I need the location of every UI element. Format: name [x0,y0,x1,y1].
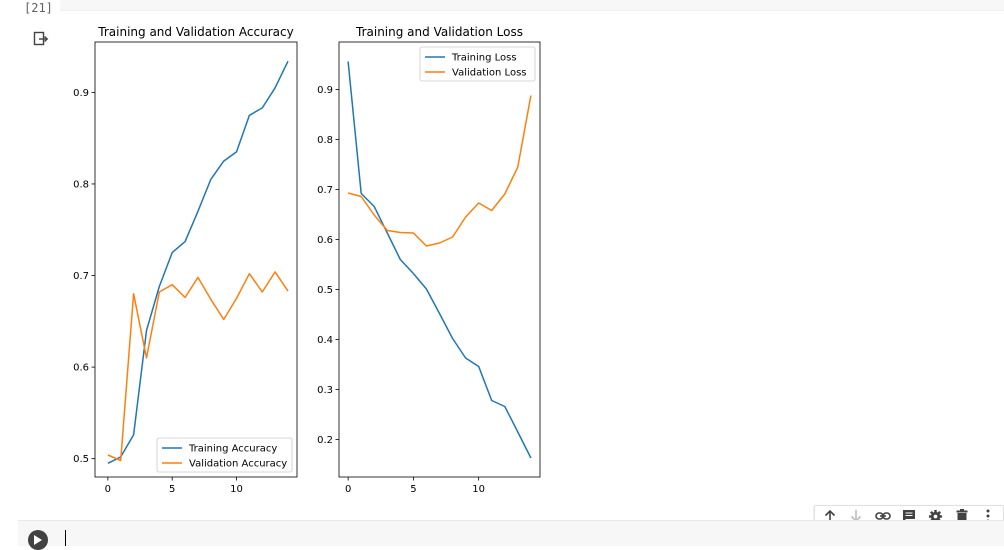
series-line-1 [107,271,289,462]
x-tick-label: 0 [105,484,111,495]
y-tick-label: 0.5 [317,285,333,296]
x-tick-label: 10 [472,484,485,495]
legend-label: Training Accuracy [188,444,277,455]
y-tick-label: 0.9 [73,88,89,99]
add-comment-button[interactable] [898,506,920,526]
plot-frame [94,41,298,478]
plot-frame [338,41,541,478]
comment-icon [902,510,915,522]
delete-cell-button[interactable] [951,506,973,526]
y-tick-label: 0.7 [73,271,89,282]
chart-title: Training and Validation Loss [355,25,523,39]
run-cell-button[interactable] [28,530,48,550]
legend-box [156,437,293,473]
x-tick-label: 10 [230,484,243,495]
chart-title: Training and Validation Accuracy [97,25,293,39]
legend-label: Training Loss [451,53,517,64]
trash-icon [956,509,968,523]
previous-cell-strip [60,0,1004,11]
text-cursor [65,530,66,546]
series-line-1 [347,95,532,247]
y-tick-label: 0.6 [317,235,333,246]
cell-settings-button[interactable] [924,506,946,526]
y-tick-label: 0.4 [317,335,333,346]
y-tick-label: 0.6 [73,363,89,374]
gear-icon [928,509,942,523]
y-tick-label: 0.7 [317,185,333,196]
legend-label: Validation Accuracy [189,459,287,470]
x-tick-label: 0 [345,484,351,495]
y-tick-label: 0.2 [317,435,333,446]
y-tick-label: 0.5 [73,454,89,465]
y-tick-label: 0.8 [73,179,89,190]
legend-box [419,46,536,82]
code-cell[interactable] [18,520,1004,550]
execution-count: [21] [24,1,53,15]
y-tick-label: 0.9 [317,85,333,96]
link-icon [874,512,891,520]
copy-link-button[interactable] [872,506,894,526]
y-tick-label: 0.3 [317,385,333,396]
y-tick-label: 0.8 [317,135,333,146]
output-redirect-icon[interactable] [32,30,50,48]
legend-label: Validation Loss [452,68,527,79]
play-icon [34,535,42,545]
x-tick-label: 5 [410,484,416,495]
series-line-0 [107,60,289,464]
series-line-0 [347,61,532,459]
output-figure: Training and Validation Accuracy 0 5 10 0.5 0… [73,25,541,495]
x-tick-label: 5 [169,484,175,495]
